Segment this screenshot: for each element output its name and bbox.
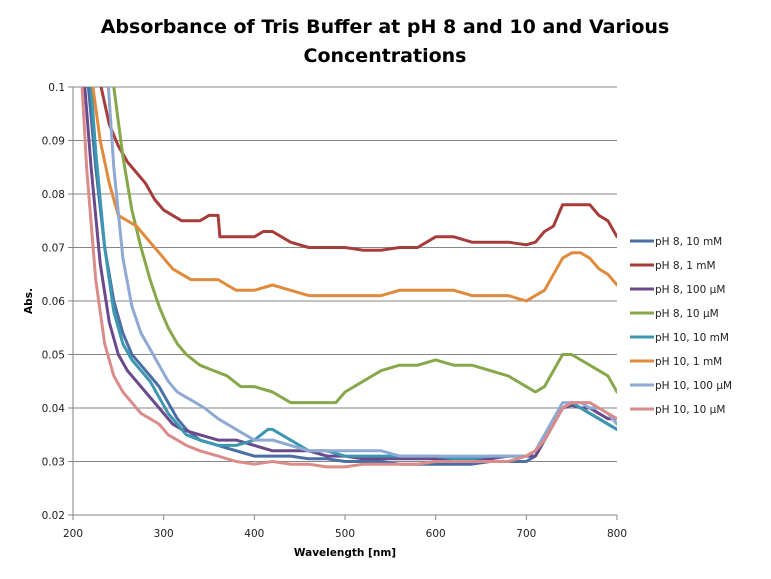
legend-label: pH 8, 1 mM	[655, 260, 716, 272]
x-axis-label: Wavelength [nm]	[294, 547, 396, 559]
y-tick-label: 0.03	[42, 457, 65, 469]
legend-label: pH 10, 10 µM	[655, 404, 725, 416]
series-line-5	[91, 87, 617, 303]
legend-item: pH 8, 100 µM	[630, 284, 725, 296]
x-tick-label: 400	[244, 528, 264, 540]
legend-label: pH 10, 100 µM	[655, 380, 732, 392]
y-tick-label: 0.05	[42, 350, 65, 362]
y-tick-label: 0.04	[42, 403, 66, 415]
legend-item: pH 8, 10 µM	[630, 308, 719, 320]
x-tick-label: 800	[607, 528, 627, 540]
legend-label: pH 8, 100 µM	[655, 284, 725, 296]
y-tick-label: 0.09	[42, 136, 65, 148]
x-tick-label: 700	[516, 528, 536, 540]
y-tick-label: 0.1	[48, 82, 65, 94]
x-axis-ticks: 200 300 400 500 600 700 800	[63, 515, 627, 540]
series-lines	[80, 87, 617, 469]
series-line-7	[80, 87, 617, 469]
legend-item: pH 10, 10 mM	[630, 332, 729, 344]
x-tick-label: 300	[154, 528, 174, 540]
legend-label: pH 8, 10 mM	[655, 236, 722, 248]
series-line-3	[112, 87, 617, 405]
legend-label: pH 8, 10 µM	[655, 308, 719, 320]
chart-title-line-2: Concentrations	[304, 45, 467, 67]
y-tick-label: 0.06	[42, 296, 66, 308]
series-line-6	[106, 87, 617, 458]
chart-title-line-1: Absorbance of Tris Buffer at pH 8 and 10…	[101, 16, 670, 38]
legend-label: pH 10, 1 mM	[655, 356, 722, 368]
legend: pH 8, 10 mM pH 8, 1 mM pH 8, 100 µM pH 8, 1…	[630, 236, 732, 416]
legend-item: pH 8, 1 mM	[630, 260, 716, 272]
legend-item: pH 10, 100 µM	[630, 380, 732, 392]
legend-item: pH 10, 10 µM	[630, 404, 725, 416]
x-tick-label: 600	[426, 528, 446, 540]
legend-item: pH 8, 10 mM	[630, 236, 722, 248]
y-tick-label: 0.07	[42, 243, 65, 255]
series-line-1	[99, 87, 617, 252]
y-tick-label: 0.08	[42, 189, 65, 201]
gridlines	[73, 86, 617, 462]
legend-item: pH 10, 1 mM	[630, 356, 722, 368]
x-tick-label: 500	[335, 528, 355, 540]
y-axis-ticks: 0.02 0.03 0.04 0.05 0.06 0.07 0.08 0.09 0.1	[42, 82, 73, 522]
y-axis-label: Abs.	[23, 288, 35, 314]
legend-label: pH 10, 10 mM	[655, 332, 729, 344]
x-tick-label: 200	[63, 528, 83, 540]
y-tick-label: 0.02	[42, 510, 65, 522]
series-line-4	[89, 87, 617, 461]
series-line-0	[86, 87, 617, 466]
